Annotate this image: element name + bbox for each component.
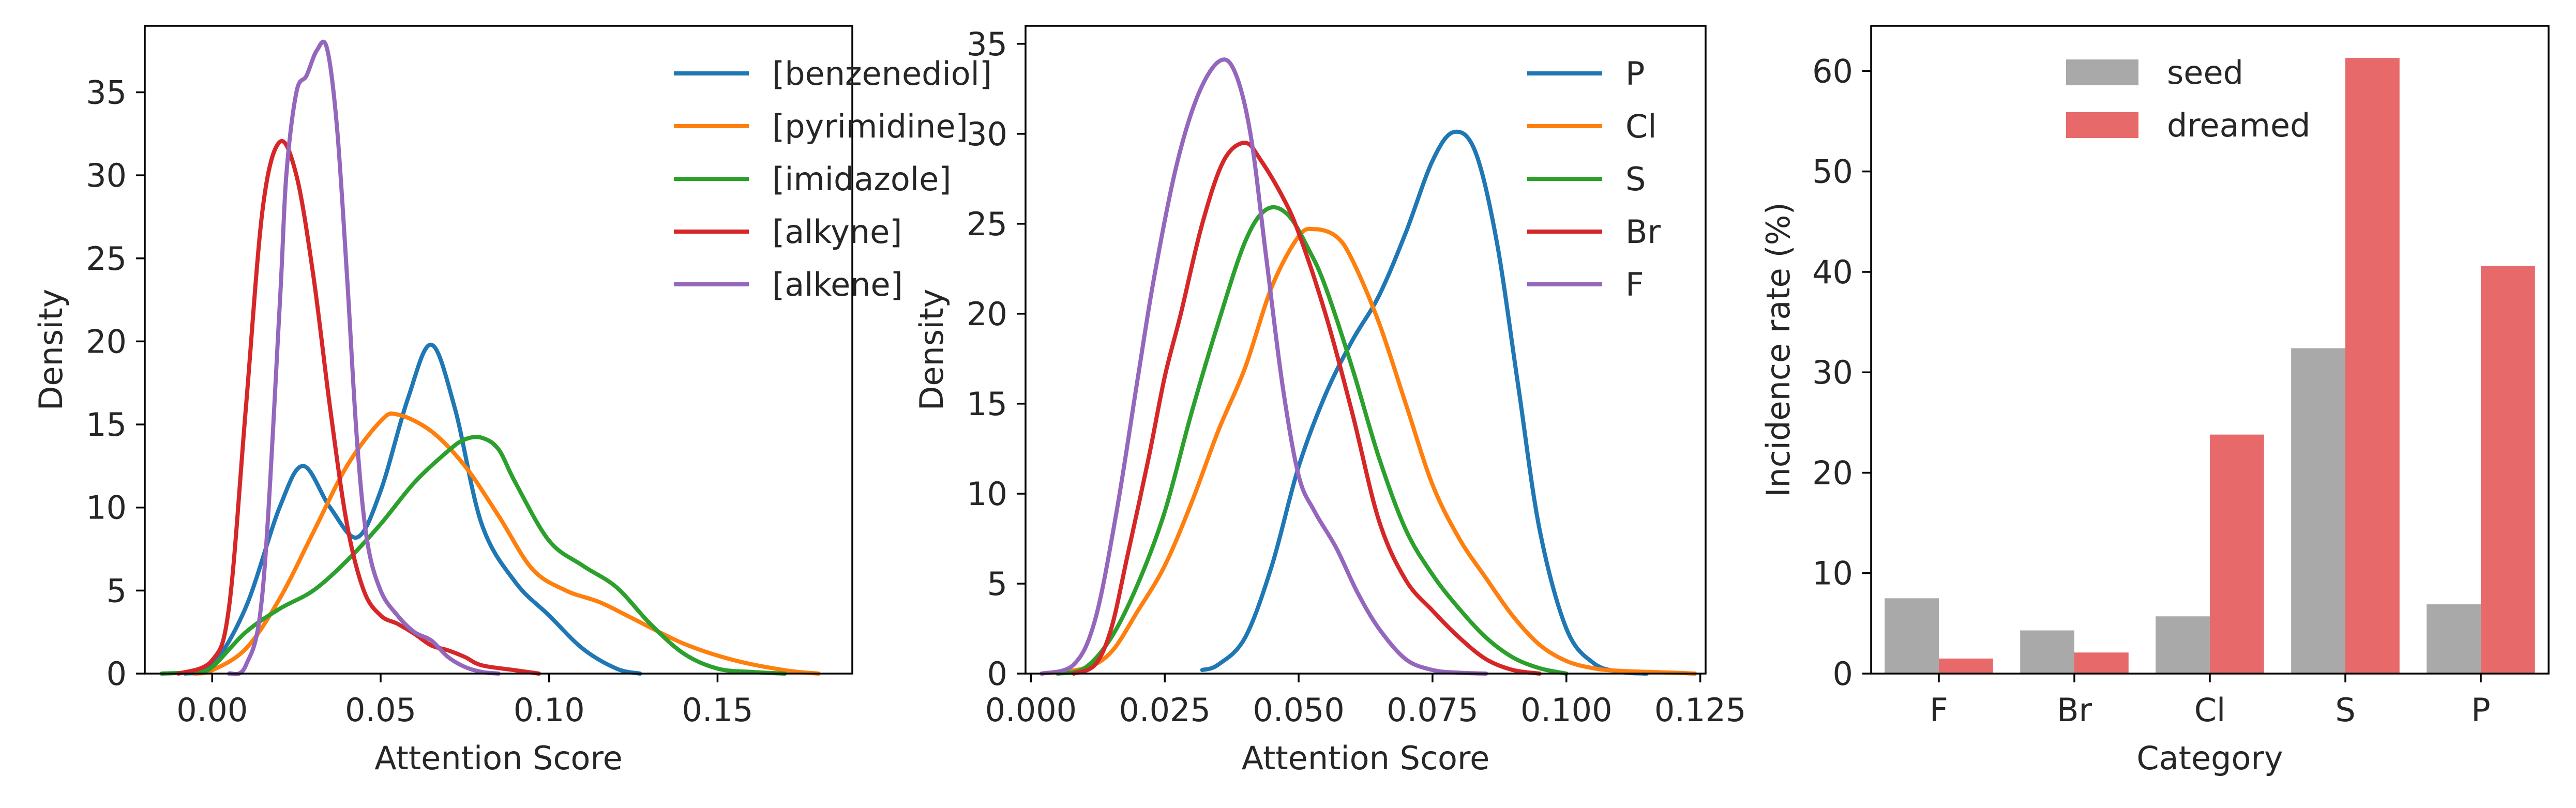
bar-dreamed-Cl (2210, 434, 2264, 674)
x-tick-label: 0.05 (345, 691, 416, 729)
series-line-1 (193, 411, 821, 676)
y-tick-label: 20 (967, 295, 1007, 333)
x-axis-label: Attention Score (374, 739, 623, 777)
bar-seed-Cl (2156, 616, 2210, 674)
x-tick-label: 0.075 (1387, 691, 1479, 729)
x-axis-label: Attention Score (1242, 739, 1490, 777)
y-tick-label: 35 (86, 74, 127, 112)
y-tick-label: 20 (86, 323, 127, 360)
y-tick-label: 5 (987, 565, 1007, 603)
legend-label: Cl (1625, 108, 1657, 145)
y-tick-label: 0 (107, 655, 127, 693)
chart-panel-2: 0 5 10 15 20 25 30 35 0.000 0.025 0.050 0.075 0.100 0… (913, 25, 1746, 777)
x-axis-label: Category (2136, 739, 2283, 777)
x-tick-label: 0.125 (1654, 691, 1746, 729)
bar-seed-S (2291, 348, 2345, 674)
axes-frame (144, 25, 853, 675)
legend-label: F (1625, 266, 1644, 303)
bar-seed-P (2427, 604, 2481, 674)
series-line-2 (159, 435, 787, 676)
y-tick-label: 30 (967, 115, 1007, 153)
bar-dreamed-S (2345, 58, 2400, 674)
legend-label: [alkene] (772, 266, 903, 303)
series-line-4 (1040, 57, 1488, 676)
y-tick-label: 50 (1812, 153, 1853, 191)
y-tick-label: 10 (967, 475, 1007, 513)
y-tick-label: 25 (86, 240, 127, 278)
bar-seed-Br (2020, 630, 2074, 674)
legend-label: [imidazole] (772, 160, 951, 198)
bar-dreamed-F (1939, 658, 1993, 674)
series-line-3 (1072, 141, 1542, 676)
y-tick-label: 15 (967, 385, 1007, 423)
legend: seed dreamed (2066, 54, 2311, 144)
y-tick-label: 10 (86, 489, 127, 527)
series-line-4 (227, 39, 501, 676)
y-tick-label: 20 (1812, 454, 1853, 492)
x-tick-label: 0.100 (1520, 691, 1613, 729)
y-tick-label: 10 (1812, 555, 1853, 592)
legend-label: seed (2167, 54, 2243, 92)
legend-label: Br (1625, 213, 1661, 251)
legend-label: [benzenediol] (772, 55, 992, 93)
y-tick-label: 25 (967, 205, 1007, 243)
legend-swatch-seed (2066, 59, 2138, 85)
legend-swatch-dreamed (2066, 112, 2138, 138)
x-tick-label: F (1930, 691, 1948, 729)
y-tick-label: 60 (1812, 52, 1853, 90)
x-tick-label: 0.10 (514, 691, 585, 729)
y-tick-label: 0 (987, 655, 1007, 693)
legend-label: [alkyne] (772, 213, 902, 251)
legend-label: P (1625, 55, 1645, 93)
series-line-0 (183, 342, 642, 676)
legend-label: dreamed (2167, 106, 2311, 144)
y-tick-label: 30 (1812, 354, 1853, 391)
y-axis-label: Incidence rate (%) (1759, 202, 1797, 497)
chart-panel-1: 0 5 10 15 20 25 30 35 0.00 0.05 0.10 0.15 Attention … (32, 25, 992, 777)
x-tick-label: 0.00 (176, 691, 248, 729)
y-tick-label: 0 (1833, 655, 1853, 693)
x-tick-label: Br (2057, 691, 2092, 729)
legend: [benzenediol] [pyrimidine] [imidazole] [alk… (674, 55, 992, 303)
y-tick-label: 35 (967, 25, 1007, 63)
y-axis-label: Density (913, 289, 951, 411)
y-tick-label: 15 (86, 406, 127, 444)
x-tick-label: S (2335, 691, 2355, 729)
legend-label: S (1625, 160, 1646, 198)
bar-dreamed-P (2481, 266, 2535, 674)
bar-seed-F (1885, 598, 1939, 674)
y-tick-label: 5 (107, 572, 127, 609)
axes-frame (1025, 25, 1707, 675)
chart-panel-3: 0 10 20 30 40 50 60 F Br Cl S P Category Incidence ra… (1759, 25, 2550, 777)
series-line-3 (176, 139, 541, 676)
bar-dreamed-Br (2074, 652, 2129, 674)
series-line-1 (1040, 226, 1697, 676)
y-tick-label: 40 (1812, 253, 1853, 291)
legend: P Cl S Br F (1527, 55, 1661, 303)
x-tick-label: 0.000 (985, 691, 1077, 729)
x-tick-label: 0.050 (1253, 691, 1345, 729)
series-line-0 (1200, 129, 1649, 676)
x-tick-label: 0.025 (1119, 691, 1211, 729)
x-tick-label: 0.15 (682, 691, 753, 729)
series-line-2 (1056, 205, 1569, 676)
x-tick-label: P (2471, 691, 2490, 729)
x-tick-label: Cl (2194, 691, 2226, 729)
y-axis-label: Density (32, 289, 70, 411)
legend-label: [pyrimidine] (772, 108, 968, 145)
y-tick-label: 30 (86, 157, 127, 194)
